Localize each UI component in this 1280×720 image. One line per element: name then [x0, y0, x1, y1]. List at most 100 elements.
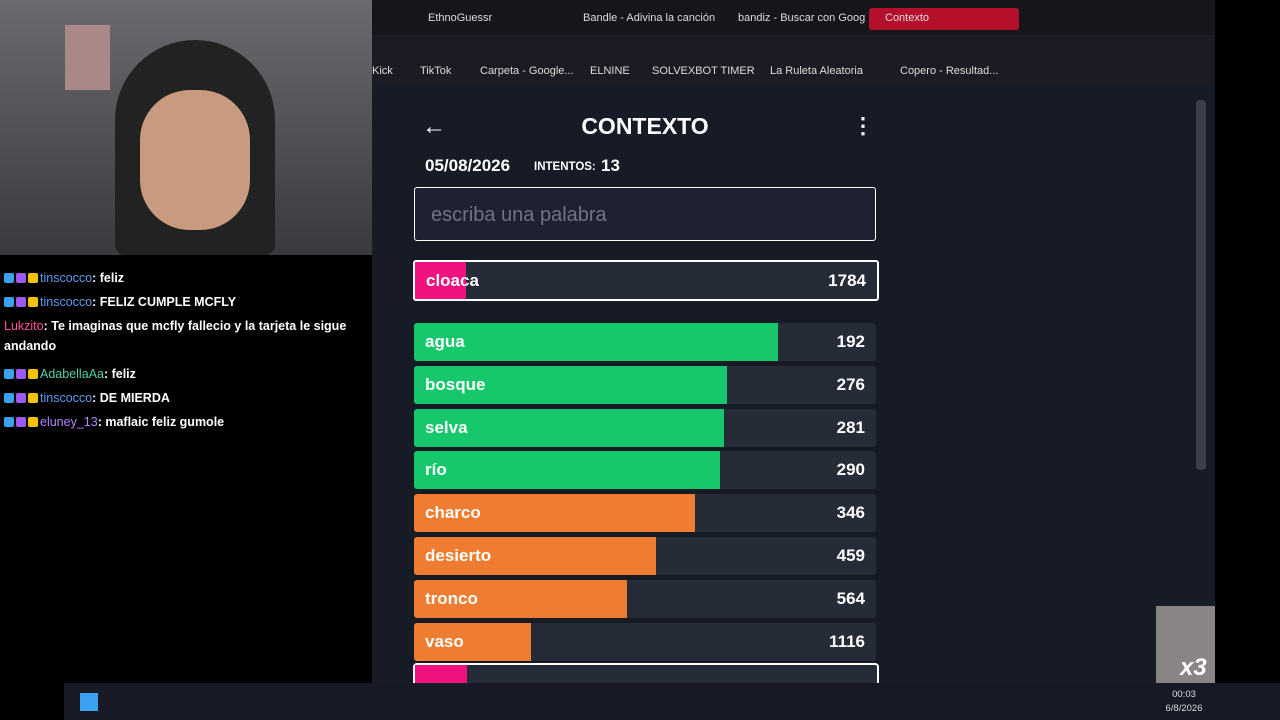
bar-fill	[414, 579, 627, 618]
taskbar: 00:03 6/8/2026	[64, 683, 1280, 720]
tab[interactable]: EthnoGuessr	[428, 12, 493, 24]
chat-user: AdabellaAa	[40, 367, 104, 381]
guess-row: vaso 1116	[414, 622, 876, 661]
badge	[16, 417, 26, 427]
guess-row: tronco 564	[414, 579, 876, 618]
badge	[28, 393, 38, 403]
word: bosque	[425, 374, 486, 394]
overlay-text: x3	[1180, 654, 1207, 681]
bar-fill	[414, 537, 656, 575]
bar-fill	[414, 494, 696, 533]
bookmark[interactable]: Copero - Resultad...	[900, 65, 999, 77]
date: 05/08/2026	[425, 156, 511, 175]
badge	[4, 297, 14, 307]
bookmarks-bar: Kick TikTok Carpeta - Google... ELNINE SOLVE…	[372, 57, 1215, 85]
badge	[28, 273, 38, 283]
guess-row: charco 346	[414, 494, 876, 533]
word: cloaca	[426, 271, 479, 290]
badge	[28, 417, 38, 427]
bookmark[interactable]: TikTok	[420, 65, 452, 77]
chat-message: AdabellaAa: feliz	[4, 364, 364, 384]
bookmark[interactable]: Kick	[372, 65, 393, 77]
rank: 459	[836, 546, 865, 565]
word: charco	[425, 503, 481, 523]
menu-button[interactable]: ⋮	[852, 113, 874, 138]
rank: 1116	[829, 631, 865, 651]
badge	[28, 369, 38, 379]
word: vaso	[425, 631, 464, 651]
bookmark[interactable]: SOLVEXBOT TIMER	[652, 65, 755, 77]
tab[interactable]: Contexto	[869, 8, 1019, 30]
chat-user: tinscocco	[40, 391, 93, 405]
chat-user: Lukzito	[4, 319, 44, 333]
bookmark[interactable]: Carpeta - Google...	[480, 65, 574, 77]
chat-text: : maflaic feliz gumole	[97, 415, 225, 429]
badge	[4, 417, 14, 427]
attempts-label: INTENTOS:	[534, 161, 596, 173]
chat-user: tinscocco	[40, 295, 93, 309]
tab-bar: EthnoGuessr Bandle - Adivina la canción ba…	[372, 0, 1215, 35]
game-title: CONTEXTO	[581, 113, 709, 139]
chat-text: : feliz	[103, 367, 136, 381]
clock-time: 00:03	[1172, 689, 1196, 700]
badge	[28, 297, 38, 307]
tab[interactable]: Bandle - Adivina la canción	[583, 12, 716, 24]
badge	[4, 393, 14, 403]
badge	[16, 297, 26, 307]
guess-row: río 290	[414, 451, 876, 490]
overlay-cam: x3	[1156, 606, 1215, 683]
badge	[16, 273, 26, 283]
word: selva	[425, 417, 468, 437]
word: tronco	[425, 588, 478, 608]
bar-fill	[414, 451, 720, 490]
word: agua	[425, 332, 465, 351]
tab[interactable]: bandiz - Buscar con Goog	[738, 12, 866, 24]
rank: 1784	[828, 271, 866, 290]
chat-message: eluney_13: maflaic feliz gumole	[4, 412, 364, 432]
chat-text: : FELIZ CUMPLE MCFLY	[92, 295, 237, 309]
badge	[16, 393, 26, 403]
webcam	[0, 0, 372, 255]
chat-user: eluney_13	[40, 415, 98, 429]
scrollbar	[1196, 100, 1206, 470]
rank: 564	[836, 588, 865, 608]
poster	[65, 25, 110, 90]
rank: 276	[836, 374, 865, 394]
clock-date: 6/8/2026	[1165, 703, 1203, 714]
back-button[interactable]: ←	[422, 113, 446, 140]
badge	[16, 369, 26, 379]
chat-message: tinscocco: FELIZ CUMPLE MCFLY	[4, 292, 364, 312]
badge	[4, 273, 14, 283]
word-input[interactable]: escriba una palabra	[414, 187, 876, 241]
bar-fill	[414, 622, 531, 661]
attempts: 13	[601, 156, 620, 175]
chat-text: : DE MIERDA	[92, 391, 170, 405]
gap	[1215, 0, 1280, 35]
start-button[interactable]	[80, 693, 98, 711]
bar-fill	[414, 365, 727, 404]
guess-row: desierto 459	[414, 537, 876, 575]
chat-text: : Te imaginas que mcfly fallecio y la ta…	[4, 319, 347, 353]
bar-fill	[415, 262, 466, 299]
badge	[4, 369, 14, 379]
word: río	[425, 460, 447, 480]
chat-message: Lukzito: Te imaginas que mcfly fallecio …	[4, 316, 364, 356]
partial-row	[413, 663, 879, 683]
word: desierto	[425, 546, 492, 565]
face	[140, 90, 250, 230]
guess-row: agua 192	[414, 323, 876, 361]
chat-message: tinscocco: DE MIERDA	[4, 388, 364, 408]
guess-row: bosque 276	[414, 365, 876, 404]
rank: 192	[836, 332, 865, 351]
chat-text: : feliz	[92, 271, 125, 285]
chat-message: tinscocco: feliz	[4, 268, 364, 288]
rank: 346	[836, 503, 865, 523]
chat-user: tinscocco	[40, 271, 93, 285]
toolbar	[372, 35, 1215, 57]
current-guess: cloaca 1784	[413, 260, 879, 301]
bookmark[interactable]: La Ruleta Aleatoria	[770, 65, 863, 77]
guess-row: selva 281	[414, 408, 876, 447]
bookmark[interactable]: ELNINE	[590, 65, 630, 77]
page-content: ← CONTEXTO ⋮ 05/08/2026 INTENTOS: 13 esc…	[372, 85, 1215, 683]
